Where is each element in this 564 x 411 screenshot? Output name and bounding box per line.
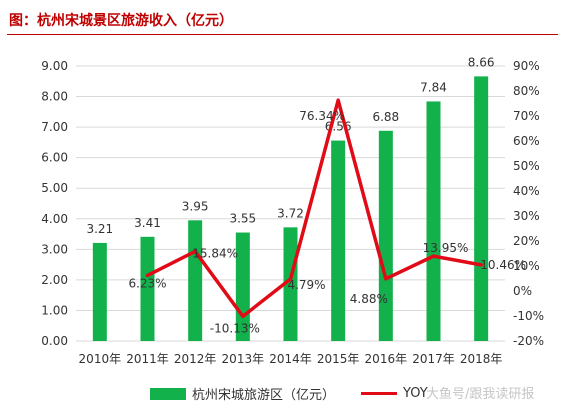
yoy-data-label: 76.34% (299, 109, 345, 123)
yoy-point (336, 98, 340, 102)
y-right-tick-label: 90% (513, 59, 540, 73)
y-left-tick-label: 1.00 (41, 303, 68, 317)
x-tick-label: 2013年 (222, 352, 265, 366)
bar (92, 242, 107, 341)
y-right-tick-label: 0% (513, 284, 532, 298)
bar (188, 220, 203, 341)
y-right-tick-label: -10% (513, 309, 544, 323)
y-right-tick-label: 70% (513, 109, 540, 123)
legend-bar-swatch (150, 387, 186, 400)
chart-legend: 杭州宋城旅游区（亿元） YOY (150, 384, 428, 403)
x-tick-label: 2016年 (365, 352, 408, 366)
bar (283, 227, 298, 341)
yoy-data-label: 4.79% (287, 278, 325, 292)
yoy-data-label: 4.88% (350, 292, 388, 306)
y-left-tick-label: 5.00 (41, 181, 68, 195)
bar (426, 101, 441, 341)
yoy-point (193, 249, 197, 253)
bar-data-label: 3.21 (86, 222, 113, 236)
x-tick-label: 2017年 (412, 352, 455, 366)
y-left-tick-label: 3.00 (41, 242, 68, 256)
x-tick-label: 2010年 (79, 352, 122, 366)
bar-data-label: 7.84 (420, 80, 447, 94)
y-left-tick-label: 0.00 (41, 334, 68, 348)
bar-data-label: 3.55 (229, 212, 256, 226)
y-right-tick-label: 20% (513, 234, 540, 248)
yoy-data-label: 15.84% (192, 246, 238, 260)
bar-data-label: 8.66 (468, 55, 495, 69)
yoy-data-label: 13.95% (423, 241, 469, 255)
y-left-tick-label: 7.00 (41, 120, 68, 134)
y-right-tick-label: 60% (513, 134, 540, 148)
bar-data-label: 3.95 (182, 199, 209, 213)
chart-title: 图：杭州宋城景区旅游收入（亿元） (9, 13, 233, 29)
bar (331, 140, 346, 341)
legend-line-label: YOY (403, 386, 428, 401)
x-tick-label: 2011年 (126, 352, 169, 366)
yoy-data-label: 6.23% (128, 276, 166, 290)
y-right-tick-label: -20% (513, 334, 544, 348)
y-left-tick-label: 9.00 (41, 59, 68, 73)
x-tick-label: 2014年 (269, 352, 312, 366)
yoy-point (479, 263, 483, 267)
y-left-tick-label: 2.00 (41, 273, 68, 287)
y-right-tick-label: 80% (513, 84, 540, 98)
y-right-tick-label: 40% (513, 184, 540, 198)
y-left-tick-label: 8.00 (41, 90, 68, 104)
x-tick-label: 2012年 (174, 352, 217, 366)
yoy-line (145, 98, 483, 319)
y-right-tick-label: 50% (513, 159, 540, 173)
combo-chart: 0.00 1.00 2.00 3.00 4.00 5.00 6.00 7.00 8.00 9.00… (41, 55, 544, 366)
legend-line-swatch (361, 392, 398, 395)
y-right-tick-label: 30% (513, 209, 540, 223)
x-tick-label: 2015年 (317, 352, 360, 366)
yoy-data-label: -10.13% (210, 321, 260, 335)
yoy-point (432, 254, 435, 258)
yoy-data-label: 10.46% (480, 258, 526, 272)
y-right-tick-label: 10% (513, 259, 540, 273)
x-tick-label: 2018年 (460, 352, 503, 366)
yoy-point (289, 277, 292, 281)
yoy-point (146, 273, 149, 277)
bar-data-label: 6.88 (372, 110, 399, 124)
title-divider (7, 34, 558, 35)
y-left-tick-label: 6.00 (41, 151, 68, 165)
bar (378, 130, 393, 341)
watermark: 大鱼号/跟我读研报 (426, 387, 535, 402)
bar (474, 76, 489, 341)
y-left-tick-label: 4.00 (41, 212, 68, 226)
bar (140, 236, 155, 341)
yoy-point (384, 277, 388, 281)
legend-bar-label: 杭州宋城旅游区（亿元） (192, 388, 336, 403)
bar-data-label: 3.72 (277, 206, 304, 220)
yoy-point (241, 314, 245, 318)
bar-data-label: 3.41 (134, 216, 161, 230)
